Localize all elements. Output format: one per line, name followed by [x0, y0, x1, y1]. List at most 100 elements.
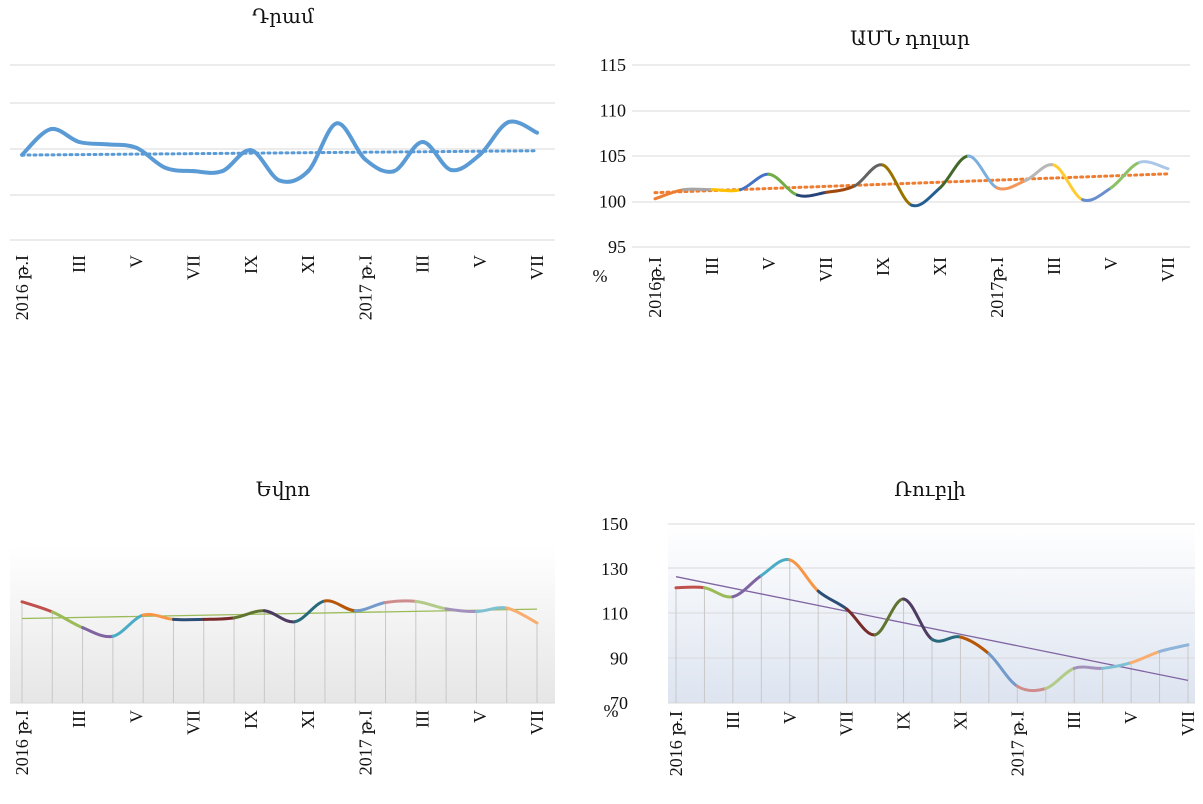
- series-segment: [1072, 665, 1105, 670]
- series-segment: [306, 121, 339, 174]
- x-tick-label: III: [1064, 711, 1084, 729]
- x-tick-label: 2017 թ.I: [355, 710, 375, 775]
- chart-euro: Եվրո 2016 թ.I III V VII IX XI 2017 թ.I III V VII: [10, 479, 555, 775]
- y-tick-label: 100: [599, 192, 626, 212]
- series-segment: [477, 120, 511, 157]
- x-tick-label: IX: [241, 710, 261, 729]
- series-segment: [731, 573, 763, 599]
- x-tick-label: VII: [527, 710, 547, 735]
- series-segment: [77, 140, 110, 147]
- x-tick-label: 2016 թ.I: [666, 711, 686, 776]
- series-segment: [1044, 666, 1076, 690]
- series-segment: [220, 148, 253, 174]
- series-segment: [1081, 186, 1113, 203]
- series-segment: [111, 613, 145, 638]
- chart-ruble: Ռուբլի 70 90 110 130 150% 2016 թ.I III V VII IX XI 2…: [601, 479, 1198, 776]
- x-tick-label: V: [470, 710, 490, 723]
- x-tick-label: III: [69, 255, 89, 273]
- series-segment: [1015, 684, 1048, 693]
- x-tick-label: XI: [950, 711, 970, 730]
- series-segment: [134, 145, 168, 170]
- series-segment: [420, 139, 454, 172]
- series-segment: [759, 557, 792, 577]
- series-segment: [444, 607, 478, 614]
- x-tick-label: 2017թ.I: [987, 257, 1007, 318]
- series-segment: [1158, 643, 1190, 654]
- series-segment: [81, 626, 115, 639]
- series-segment: [739, 172, 771, 192]
- series-segment: [334, 121, 368, 162]
- x-tick-label: VII: [837, 711, 857, 736]
- trendline: [675, 576, 1189, 681]
- y-tick-label: 115: [600, 55, 626, 75]
- y-tick-label: 130: [601, 559, 628, 579]
- y-tick-label: 70: [610, 693, 628, 713]
- x-tick-label: V: [780, 711, 800, 724]
- series-segment: [938, 154, 970, 190]
- series-segment: [1129, 650, 1162, 665]
- series-segment: [449, 152, 482, 173]
- x-tick-label: V: [1101, 257, 1121, 270]
- series-segment: [50, 610, 85, 630]
- x-tick-label: 2017 թ.I: [355, 255, 375, 320]
- x-tick-label: XI: [298, 710, 318, 729]
- series-segment: [816, 589, 849, 611]
- y-tick-label: 110: [602, 604, 628, 624]
- series-segment: [1138, 160, 1170, 171]
- x-tick-label: XI: [930, 257, 950, 276]
- series-segment: [20, 600, 54, 614]
- series-segment: [293, 599, 327, 624]
- series-segment: [202, 616, 236, 621]
- series-segment: [105, 142, 139, 150]
- series-segment: [767, 172, 799, 197]
- series-segment: [824, 184, 856, 194]
- series-segment: [902, 597, 934, 641]
- series-segment: [1052, 163, 1084, 202]
- x-tick-label: VII: [184, 710, 204, 735]
- series-segment: [48, 127, 82, 144]
- series-segment: [323, 599, 357, 613]
- chart-title: ԱՄՆ դոլար: [850, 28, 970, 50]
- series-segment: [506, 119, 539, 135]
- trendline: [20, 149, 539, 157]
- series-segment: [796, 190, 828, 198]
- x-tick-label: 2016թ.I: [645, 257, 665, 318]
- x-tick-label: V: [470, 255, 490, 268]
- series-segment: [845, 607, 877, 637]
- y-tick-label: 90: [610, 648, 628, 668]
- series-segment: [391, 140, 425, 174]
- series-segment: [710, 188, 742, 193]
- series-segment: [474, 606, 509, 614]
- x-tick-label: V: [759, 257, 779, 270]
- chart-title: Եվրո: [256, 479, 311, 501]
- series-segment: [995, 179, 1027, 191]
- series-segment: [930, 635, 962, 643]
- series-segment: [414, 599, 448, 611]
- x-tick-label: V: [126, 255, 146, 268]
- chart-title: Ռուբլի: [894, 479, 966, 501]
- plot-area: [10, 546, 555, 703]
- series-segment: [191, 169, 225, 175]
- x-tick-label: III: [1044, 257, 1064, 275]
- series-segment: [653, 188, 685, 201]
- x-tick-label: VII: [816, 257, 836, 282]
- x-tick-label: III: [69, 710, 89, 728]
- x-tick-label: VII: [527, 255, 547, 280]
- series-segment: [788, 558, 820, 593]
- x-tick-label: VII: [1178, 711, 1198, 736]
- y-tick-label: 105: [599, 146, 626, 166]
- series-segment: [853, 163, 885, 188]
- x-tick-label: VII: [184, 255, 204, 280]
- y-axis-label: %: [604, 701, 619, 721]
- series-segment: [363, 157, 396, 174]
- x-tick-label: IX: [873, 257, 893, 276]
- series-segment: [262, 609, 297, 624]
- x-tick-label: IX: [241, 255, 261, 274]
- series-segment: [674, 585, 706, 590]
- y-tick-label: 150: [601, 514, 628, 534]
- x-tick-label: 2016 թ.I: [12, 710, 32, 775]
- x-tick-label: III: [413, 710, 433, 728]
- series-segment: [20, 127, 53, 157]
- series-segment: [248, 148, 282, 183]
